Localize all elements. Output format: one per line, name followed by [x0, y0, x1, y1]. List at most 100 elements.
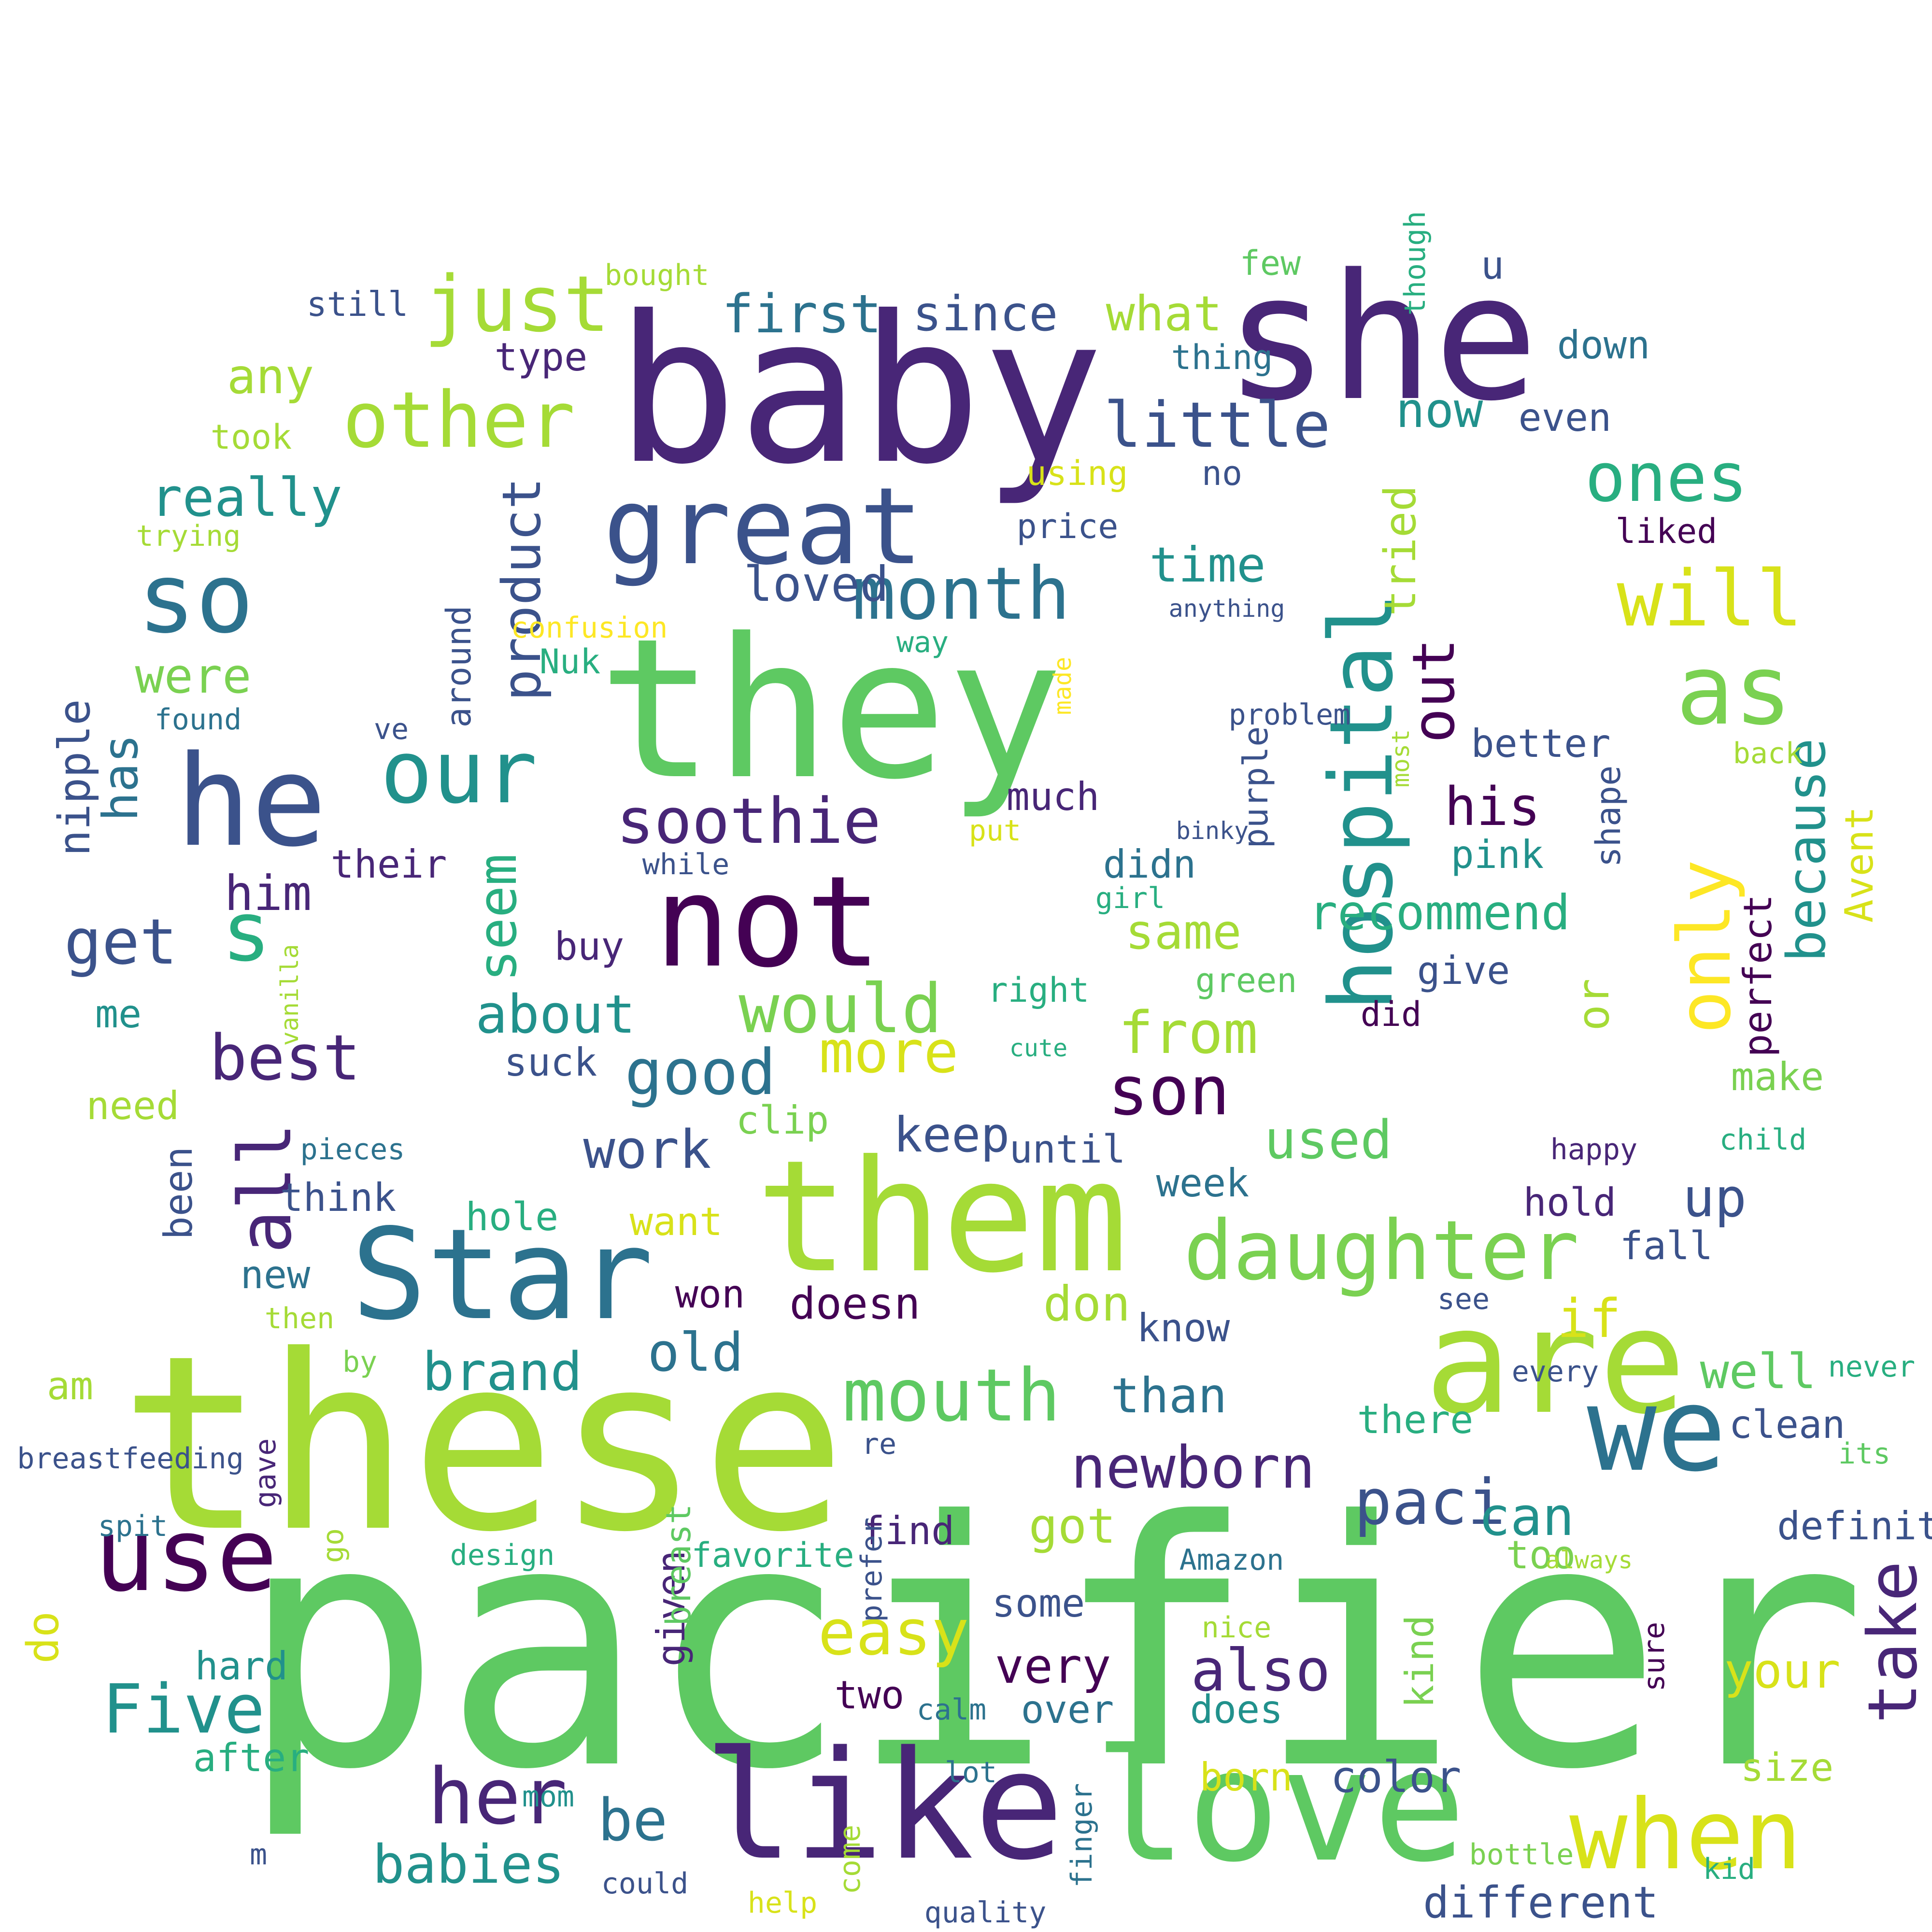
cloud-word: time — [1149, 537, 1266, 593]
cloud-word: until — [1009, 1127, 1126, 1172]
cloud-word: could — [601, 1867, 689, 1901]
cloud-word: can — [1478, 1486, 1575, 1548]
cloud-word: than — [1110, 1367, 1227, 1424]
cloud-word: think — [280, 1175, 397, 1220]
cloud-word: give — [1417, 948, 1510, 993]
cloud-word: little — [1104, 388, 1331, 462]
cloud-word: know — [1136, 1306, 1230, 1350]
cloud-word: recommend — [1308, 884, 1570, 941]
cloud-word: since — [912, 285, 1058, 342]
cloud-word: cute — [1009, 1034, 1068, 1062]
cloud-word: need — [86, 1083, 180, 1128]
cloud-word: month — [852, 552, 1070, 636]
cloud-word: suck — [504, 1040, 597, 1085]
cloud-word: when — [1569, 1779, 1802, 1891]
cloud-word: now — [1395, 382, 1483, 439]
cloud-word: great — [603, 465, 923, 588]
cloud-word: our — [380, 722, 538, 823]
cloud-word: want — [629, 1199, 723, 1244]
cloud-word: always — [1545, 1546, 1633, 1574]
cloud-word: too — [1506, 1533, 1576, 1577]
cloud-word: breast — [659, 1504, 698, 1626]
cloud-word: newborn — [1071, 1435, 1315, 1502]
cloud-word: type — [494, 335, 588, 380]
cloud-word: binky — [1176, 817, 1249, 845]
cloud-word: son — [1108, 1052, 1230, 1131]
cloud-word: be — [597, 1787, 668, 1854]
cloud-word: just — [424, 259, 610, 349]
cloud-word: daughter — [1183, 1203, 1579, 1299]
cloud-word: we — [1587, 1362, 1727, 1497]
cloud-word: make — [1731, 1054, 1824, 1099]
cloud-word: only — [1663, 859, 1747, 1034]
cloud-word: use — [94, 1496, 278, 1614]
cloud-word: has — [92, 734, 149, 822]
cloud-word: were — [135, 648, 252, 704]
cloud-word: mom — [522, 1780, 575, 1814]
cloud-word: happy — [1550, 1133, 1638, 1166]
cloud-word: design — [450, 1538, 555, 1572]
cloud-word: what — [1106, 285, 1222, 342]
cloud-word: take — [1854, 1561, 1932, 1724]
cloud-word: also — [1191, 1637, 1331, 1705]
cloud-word: Avent — [1837, 806, 1882, 923]
cloud-word: girl — [1095, 881, 1165, 915]
cloud-word: tried — [1375, 485, 1426, 616]
cloud-word: even — [1518, 395, 1612, 440]
cloud-word: been — [156, 1146, 201, 1240]
cloud-word: much — [1006, 774, 1100, 819]
cloud-word: loved — [743, 556, 889, 612]
cloud-word: get — [64, 905, 178, 979]
cloud-word: are — [1424, 1278, 1686, 1446]
cloud-word: week — [1156, 1161, 1250, 1206]
cloud-word: they — [598, 597, 1064, 822]
cloud-word: most — [1387, 729, 1415, 788]
cloud-word: size — [1740, 1745, 1834, 1790]
cloud-word: fall — [1619, 1223, 1713, 1268]
cloud-word: nipple — [49, 699, 100, 856]
cloud-word: s — [221, 884, 271, 980]
cloud-word: about — [475, 983, 636, 1045]
cloud-word: over — [1021, 1687, 1114, 1732]
cloud-word: old — [647, 1321, 744, 1383]
cloud-word: easy — [818, 1596, 969, 1669]
cloud-word: because — [1776, 738, 1837, 962]
cloud-word: from — [1118, 1000, 1258, 1067]
cloud-word: other — [342, 375, 575, 465]
cloud-word: well — [1700, 1343, 1817, 1400]
cloud-word: find — [861, 1508, 955, 1553]
cloud-word: so — [137, 542, 254, 655]
cloud-word: favorite — [691, 1535, 854, 1575]
cloud-word: see — [1437, 1282, 1490, 1316]
cloud-word: sure — [1637, 1621, 1671, 1692]
cloud-word: made — [1049, 656, 1077, 715]
cloud-word: up — [1682, 1167, 1747, 1229]
cloud-word: around — [439, 605, 479, 728]
cloud-word: ve — [373, 712, 409, 746]
cloud-word: breastfeeding — [17, 1442, 244, 1476]
cloud-word: still — [306, 284, 409, 324]
cloud-word: do — [18, 1611, 69, 1664]
cloud-word: hole — [465, 1194, 559, 1239]
cloud-word: kind — [1397, 1615, 1442, 1708]
cloud-word: though — [1398, 211, 1432, 316]
cloud-word: Amazon — [1179, 1543, 1284, 1577]
cloud-word: Five — [102, 1670, 265, 1749]
cloud-word: paci — [1354, 1465, 1506, 1539]
cloud-word: by — [342, 1345, 378, 1379]
cloud-word: more — [819, 1019, 959, 1086]
cloud-word: child — [1719, 1123, 1807, 1157]
cloud-word: love — [1094, 1717, 1466, 1896]
cloud-word: buy — [554, 924, 625, 969]
cloud-word: spit — [98, 1509, 168, 1543]
cloud-word: got — [1028, 1498, 1116, 1554]
cloud-word: confusion — [511, 611, 668, 645]
cloud-word: anything — [1168, 595, 1285, 623]
cloud-word: its — [1838, 1437, 1891, 1471]
cloud-word: vanilla — [276, 944, 304, 1046]
cloud-word: kid — [1703, 1852, 1756, 1886]
cloud-word: back — [1733, 737, 1803, 770]
cloud-word: seem — [467, 853, 528, 982]
cloud-word: bought — [604, 258, 710, 292]
